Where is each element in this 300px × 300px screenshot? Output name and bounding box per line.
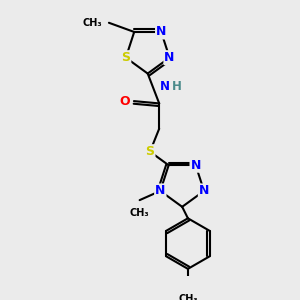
- Text: N: N: [155, 184, 166, 197]
- Text: CH₃: CH₃: [178, 294, 198, 300]
- Text: N: N: [190, 159, 201, 172]
- Text: N: N: [199, 184, 209, 197]
- Text: CH₃: CH₃: [130, 208, 149, 218]
- Text: H: H: [172, 80, 182, 93]
- Text: S: S: [121, 51, 130, 64]
- Text: O: O: [119, 94, 130, 108]
- Text: N: N: [156, 26, 166, 38]
- Text: N: N: [160, 80, 170, 93]
- Text: S: S: [146, 145, 154, 158]
- Text: N: N: [164, 51, 175, 64]
- Text: CH₃: CH₃: [82, 18, 102, 28]
